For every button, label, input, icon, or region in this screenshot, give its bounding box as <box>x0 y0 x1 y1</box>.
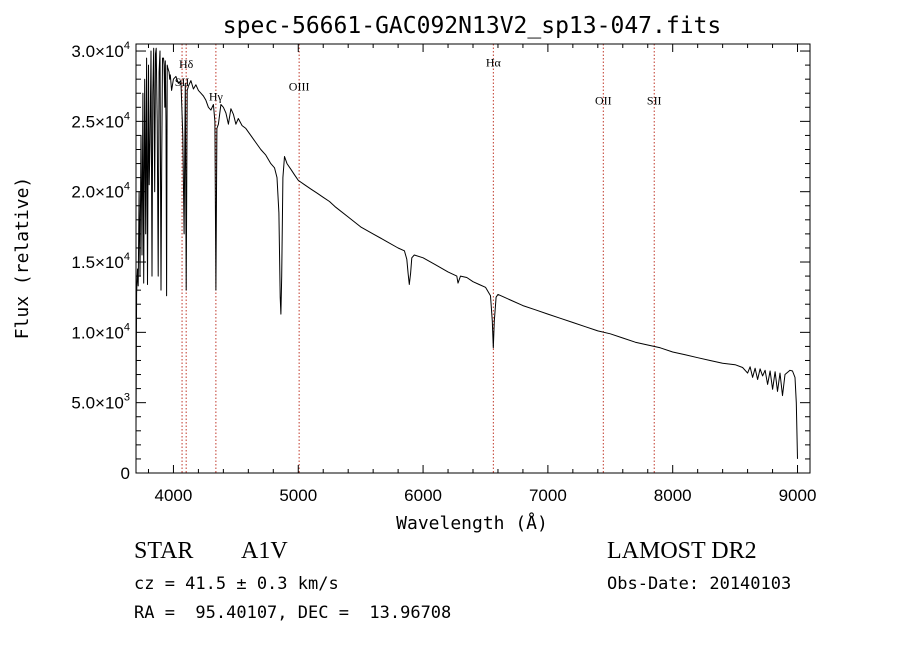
marker-label-4: Hα <box>486 56 502 70</box>
x-axis: 4000 5000 6000 7000 8000 9000 <box>147 44 817 505</box>
x-tick-label-2: 6000 <box>404 486 442 505</box>
y-tick-label-3: 1.5×104 <box>71 251 130 272</box>
emission-line-markers: Hδ SII Hγ OIII Hα OII SII <box>175 44 662 473</box>
y-axis-label: Flux (relative) <box>12 177 33 340</box>
x-axis-label: Wavelength (Å) <box>396 512 548 534</box>
object-subclass: A1V <box>241 538 288 564</box>
flux-series <box>135 47 798 459</box>
x-tick-label-4: 8000 <box>654 486 692 505</box>
object-class: STAR <box>134 538 194 564</box>
observation-date: Obs-Date: 20140103 <box>607 574 792 594</box>
marker-label-5: OII <box>595 93 612 107</box>
y-tick-label-0: 0 <box>121 464 130 483</box>
x-tick-label-5: 9000 <box>779 486 817 505</box>
sky-coordinates: RA = 95.40107, DEC = 13.96708 <box>134 603 452 623</box>
y-tick-label-1: 5.0×103 <box>71 392 130 413</box>
marker-label-6: SII <box>647 93 662 107</box>
x-tick-label-3: 7000 <box>529 486 567 505</box>
y-tick-label-5: 2.5×104 <box>71 110 130 131</box>
x-tick-label-0: 4000 <box>155 486 193 505</box>
marker-label-1: SII <box>175 75 190 89</box>
y-tick-label-6: 3.0×104 <box>71 40 130 61</box>
flux-line <box>135 47 798 459</box>
marker-label-0: Hδ <box>179 57 194 71</box>
x-tick-label-1: 5000 <box>279 486 317 505</box>
chart-title: spec-56661-GAC092N13V2_sp13-047.fits <box>223 13 722 39</box>
y-tick-label-4: 2.0×104 <box>71 181 130 202</box>
survey-name: LAMOST DR2 <box>607 538 757 564</box>
marker-label-2: Hγ <box>209 89 224 103</box>
marker-label-3: OIII <box>289 79 310 93</box>
y-axis: 0 5.0×103 1.0×104 1.5×104 2.0×104 2.5×104 3.0×… <box>71 40 810 483</box>
y-tick-label-2: 1.0×104 <box>71 321 130 342</box>
plot-frame <box>135 43 811 474</box>
redshift-velocity: cz = 41.5 ± 0.3 km/s <box>134 574 339 594</box>
